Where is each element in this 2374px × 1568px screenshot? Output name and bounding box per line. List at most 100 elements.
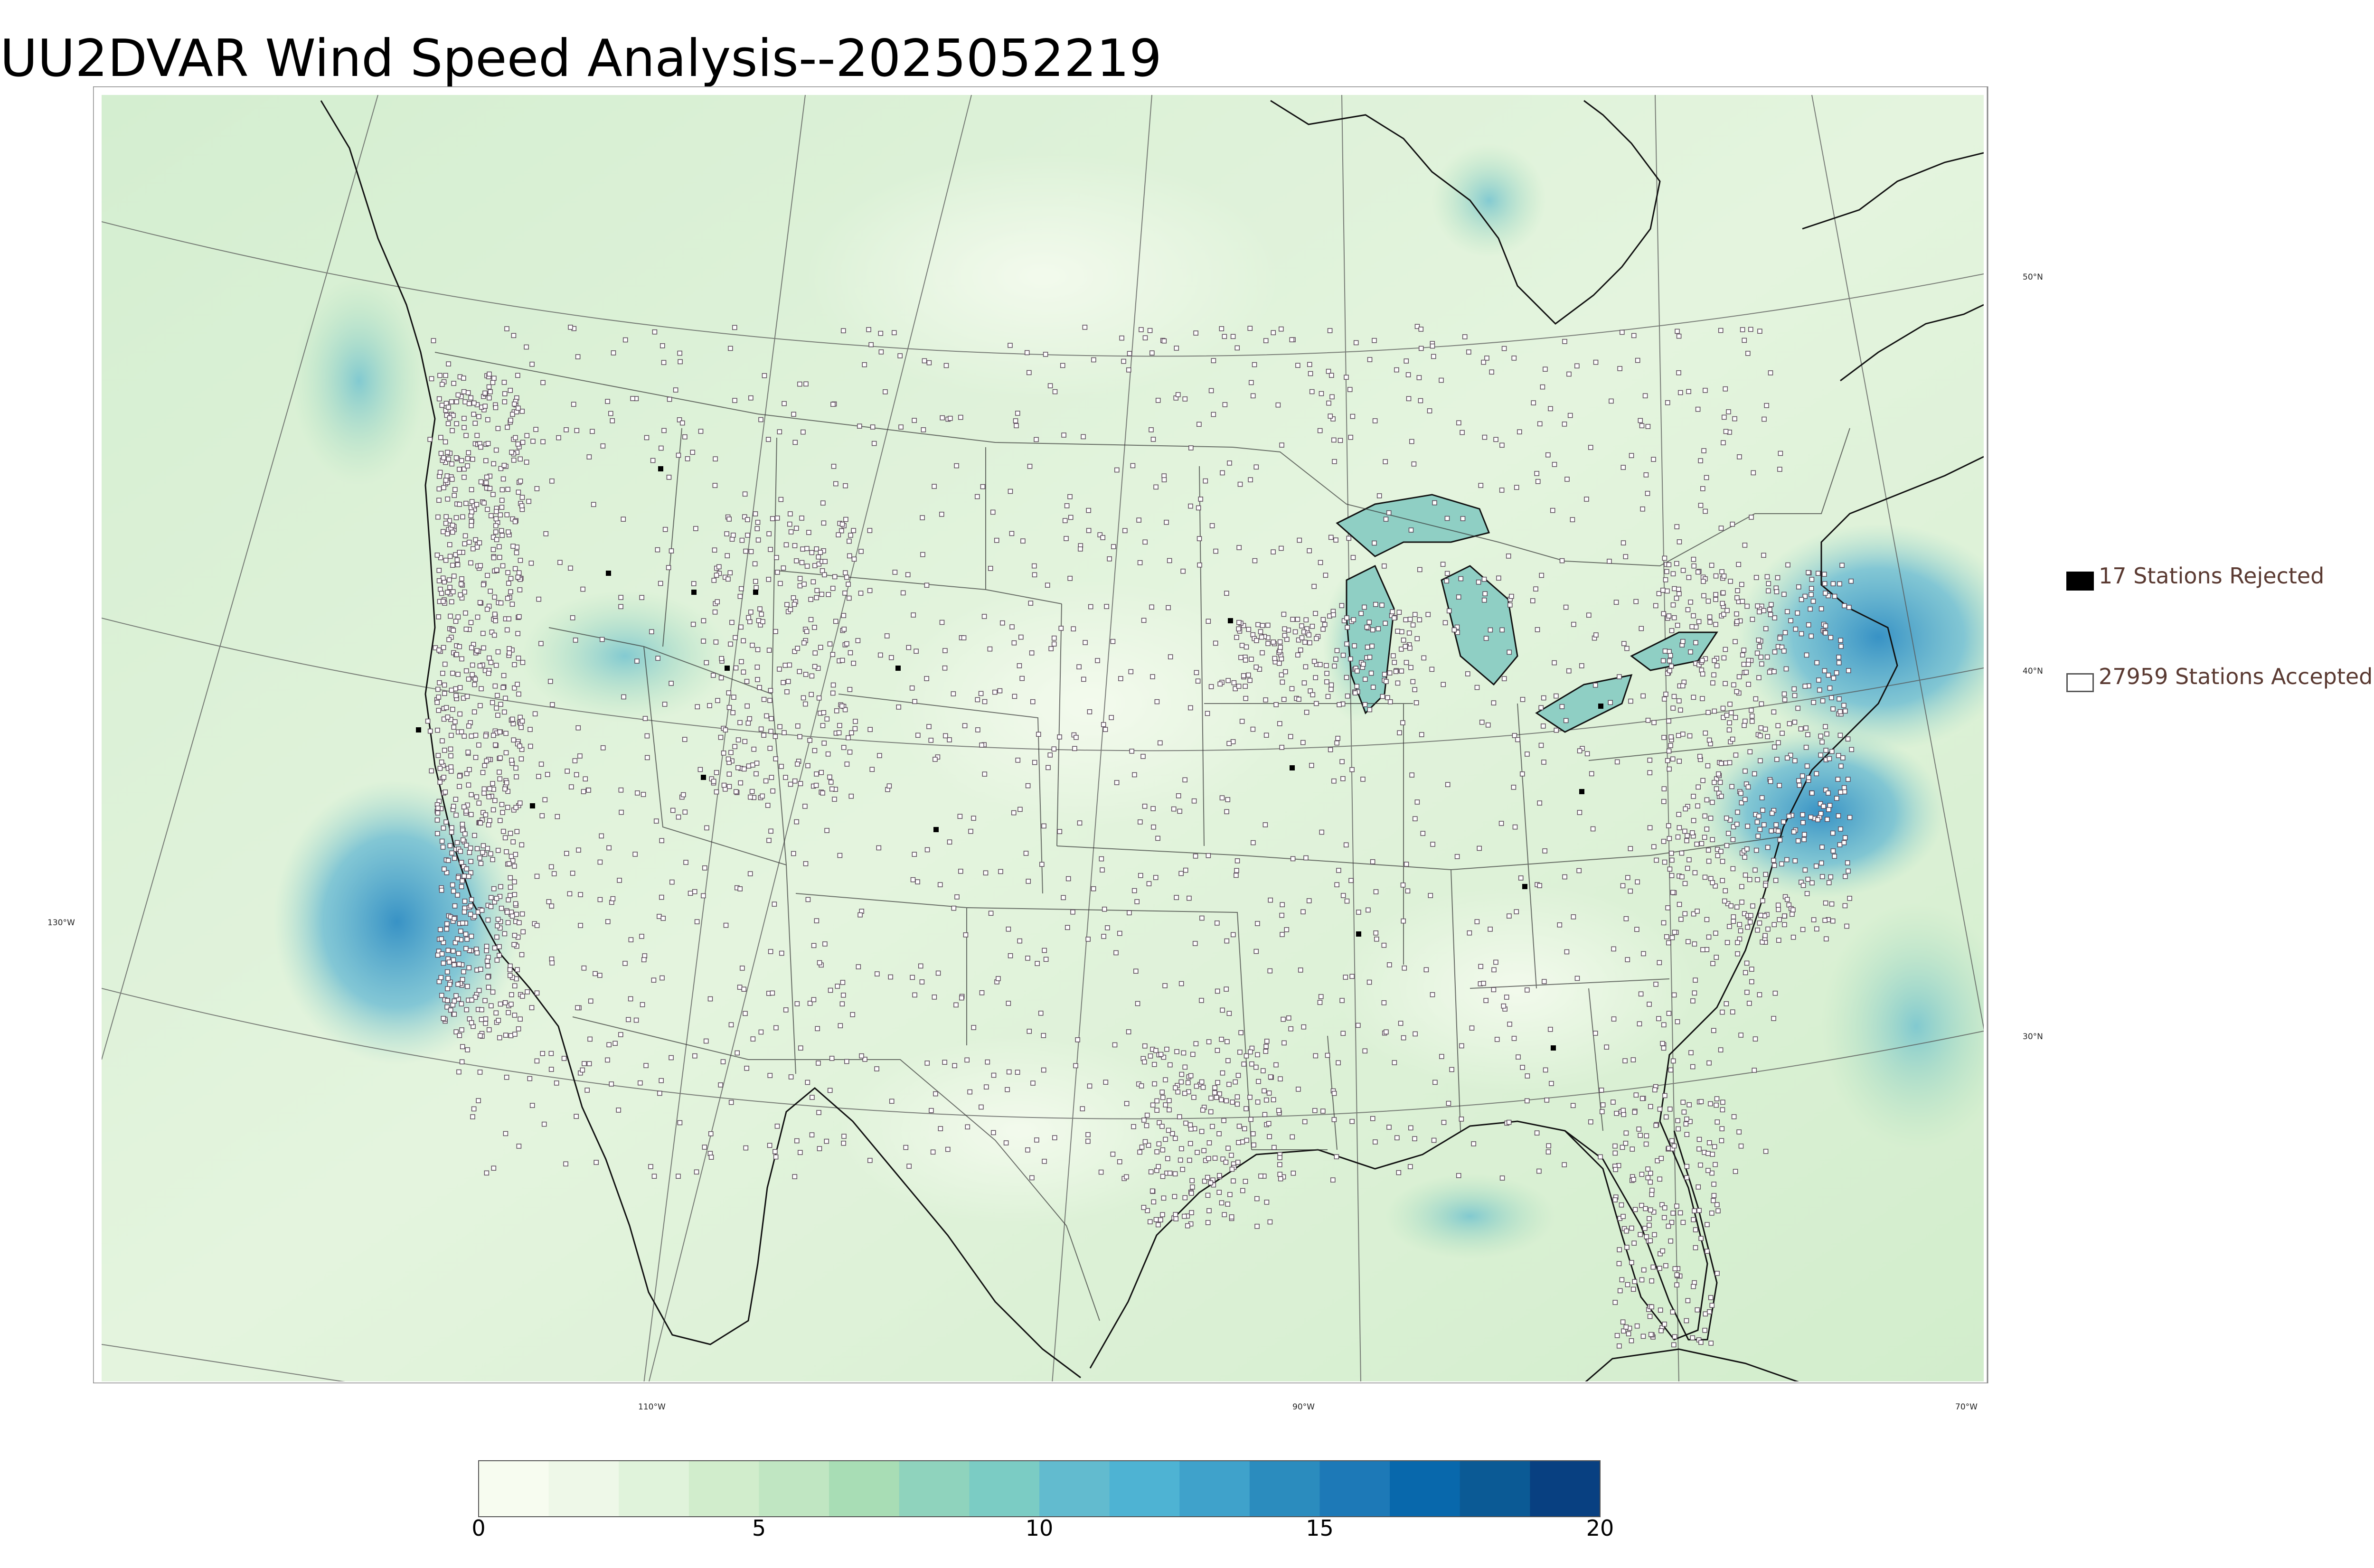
station-accepted-marker xyxy=(745,720,751,726)
station-accepted-marker xyxy=(503,1131,509,1136)
station-accepted-marker xyxy=(450,670,455,676)
station-accepted-marker xyxy=(755,647,761,652)
calm-region-canada xyxy=(805,153,1280,400)
station-accepted-marker xyxy=(1138,819,1143,825)
station-accepted-marker xyxy=(512,864,517,869)
station-accepted-marker xyxy=(1638,991,1644,997)
station-accepted-marker xyxy=(1663,1263,1668,1268)
station-accepted-marker xyxy=(1328,413,1333,419)
station-accepted-marker xyxy=(1239,643,1245,648)
station-accepted-marker xyxy=(468,620,474,625)
station-accepted-marker xyxy=(472,914,477,919)
station-accepted-marker xyxy=(1187,1122,1193,1127)
station-accepted-marker xyxy=(478,967,483,972)
station-accepted-marker xyxy=(494,705,499,711)
station-accepted-marker xyxy=(1277,1155,1282,1160)
station-accepted-marker xyxy=(711,673,716,678)
station-accepted-marker xyxy=(1738,790,1743,796)
station-accepted-marker xyxy=(1705,598,1711,604)
station-accepted-marker xyxy=(494,509,499,514)
station-accepted-marker xyxy=(459,884,464,889)
station-accepted-marker xyxy=(1432,1080,1438,1085)
station-accepted-marker xyxy=(512,401,517,407)
station-accepted-marker xyxy=(458,849,463,854)
station-accepted-marker xyxy=(1266,1121,1272,1127)
station-accepted-marker xyxy=(580,586,585,592)
station-accepted-marker xyxy=(1372,540,1377,546)
station-accepted-marker xyxy=(1279,745,1284,750)
station-accepted-marker xyxy=(1693,624,1699,630)
station-accepted-marker xyxy=(460,822,465,827)
station-accepted-marker xyxy=(1668,1067,1674,1073)
station-accepted-marker xyxy=(1672,930,1677,935)
station-accepted-marker xyxy=(906,645,912,650)
station-accepted-marker xyxy=(1698,1236,1704,1241)
station-accepted-marker xyxy=(1271,549,1276,554)
station-accepted-marker xyxy=(1670,571,1676,576)
station-accepted-marker xyxy=(1781,592,1787,597)
station-accepted-marker xyxy=(1000,620,1005,626)
station-accepted-marker xyxy=(847,595,852,601)
station-accepted-marker xyxy=(465,456,471,461)
station-accepted-marker xyxy=(1708,816,1714,821)
station-accepted-marker xyxy=(445,450,450,455)
station-accepted-marker xyxy=(487,486,493,491)
station-accepted-marker xyxy=(791,601,797,607)
station-accepted-marker xyxy=(764,713,769,719)
station-accepted-marker xyxy=(1086,528,1092,533)
station-accepted-marker xyxy=(792,440,798,445)
station-accepted-marker xyxy=(1331,437,1337,443)
station-accepted-marker xyxy=(1449,1067,1454,1072)
station-accepted-marker xyxy=(1199,915,1205,921)
station-accepted-marker xyxy=(770,516,775,521)
station-accepted-marker xyxy=(1620,883,1626,889)
station-accepted-marker xyxy=(1684,1132,1690,1137)
station-accepted-marker xyxy=(1614,759,1620,765)
station-accepted-marker xyxy=(450,589,456,594)
station-accepted-marker xyxy=(597,897,603,902)
station-accepted-marker xyxy=(1592,1031,1598,1036)
wind-maximum-great-basin xyxy=(520,590,729,723)
station-accepted-marker xyxy=(698,429,704,434)
station-accepted-marker xyxy=(1114,780,1120,785)
station-accepted-marker xyxy=(726,771,732,777)
station-accepted-marker xyxy=(1408,665,1413,670)
station-accepted-marker xyxy=(818,645,823,650)
station-accepted-marker xyxy=(843,516,848,522)
station-accepted-marker xyxy=(1277,1172,1283,1177)
station-accepted-marker xyxy=(1546,1143,1551,1148)
station-accepted-marker xyxy=(465,1047,470,1052)
station-accepted-marker xyxy=(1537,421,1543,427)
station-accepted-marker xyxy=(462,909,467,915)
station-accepted-marker xyxy=(1041,1067,1046,1073)
station-accepted-marker xyxy=(1333,537,1338,543)
station-accepted-marker xyxy=(1748,327,1753,332)
station-accepted-marker xyxy=(1265,622,1271,628)
station-accepted-marker xyxy=(1217,1173,1222,1178)
station-accepted-marker xyxy=(795,646,800,651)
station-accepted-marker xyxy=(1224,1098,1229,1104)
station-accepted-marker xyxy=(1823,623,1828,629)
station-accepted-marker xyxy=(472,682,477,687)
station-accepted-marker xyxy=(1395,680,1401,686)
station-accepted-marker xyxy=(1460,516,1466,521)
station-accepted-marker xyxy=(1226,741,1232,746)
station-accepted-marker xyxy=(727,570,733,575)
station-accepted-marker xyxy=(1064,503,1070,508)
station-accepted-marker xyxy=(1629,453,1634,458)
station-accepted-marker xyxy=(1635,879,1640,885)
station-accepted-marker xyxy=(1375,626,1381,631)
station-accepted-marker xyxy=(707,996,713,1002)
station-accepted-marker xyxy=(1828,635,1834,640)
station-accepted-marker xyxy=(1058,626,1064,631)
station-accepted-marker xyxy=(445,986,450,991)
station-accepted-marker xyxy=(1719,761,1724,766)
station-accepted-marker xyxy=(1617,1288,1623,1294)
station-accepted-marker xyxy=(1271,1097,1276,1102)
station-accepted-marker xyxy=(801,695,806,701)
station-accepted-marker xyxy=(1307,640,1312,646)
station-accepted-marker xyxy=(455,936,460,941)
station-accepted-marker xyxy=(1158,1217,1163,1222)
station-accepted-marker xyxy=(1736,562,1741,567)
station-accepted-marker xyxy=(1827,756,1832,761)
